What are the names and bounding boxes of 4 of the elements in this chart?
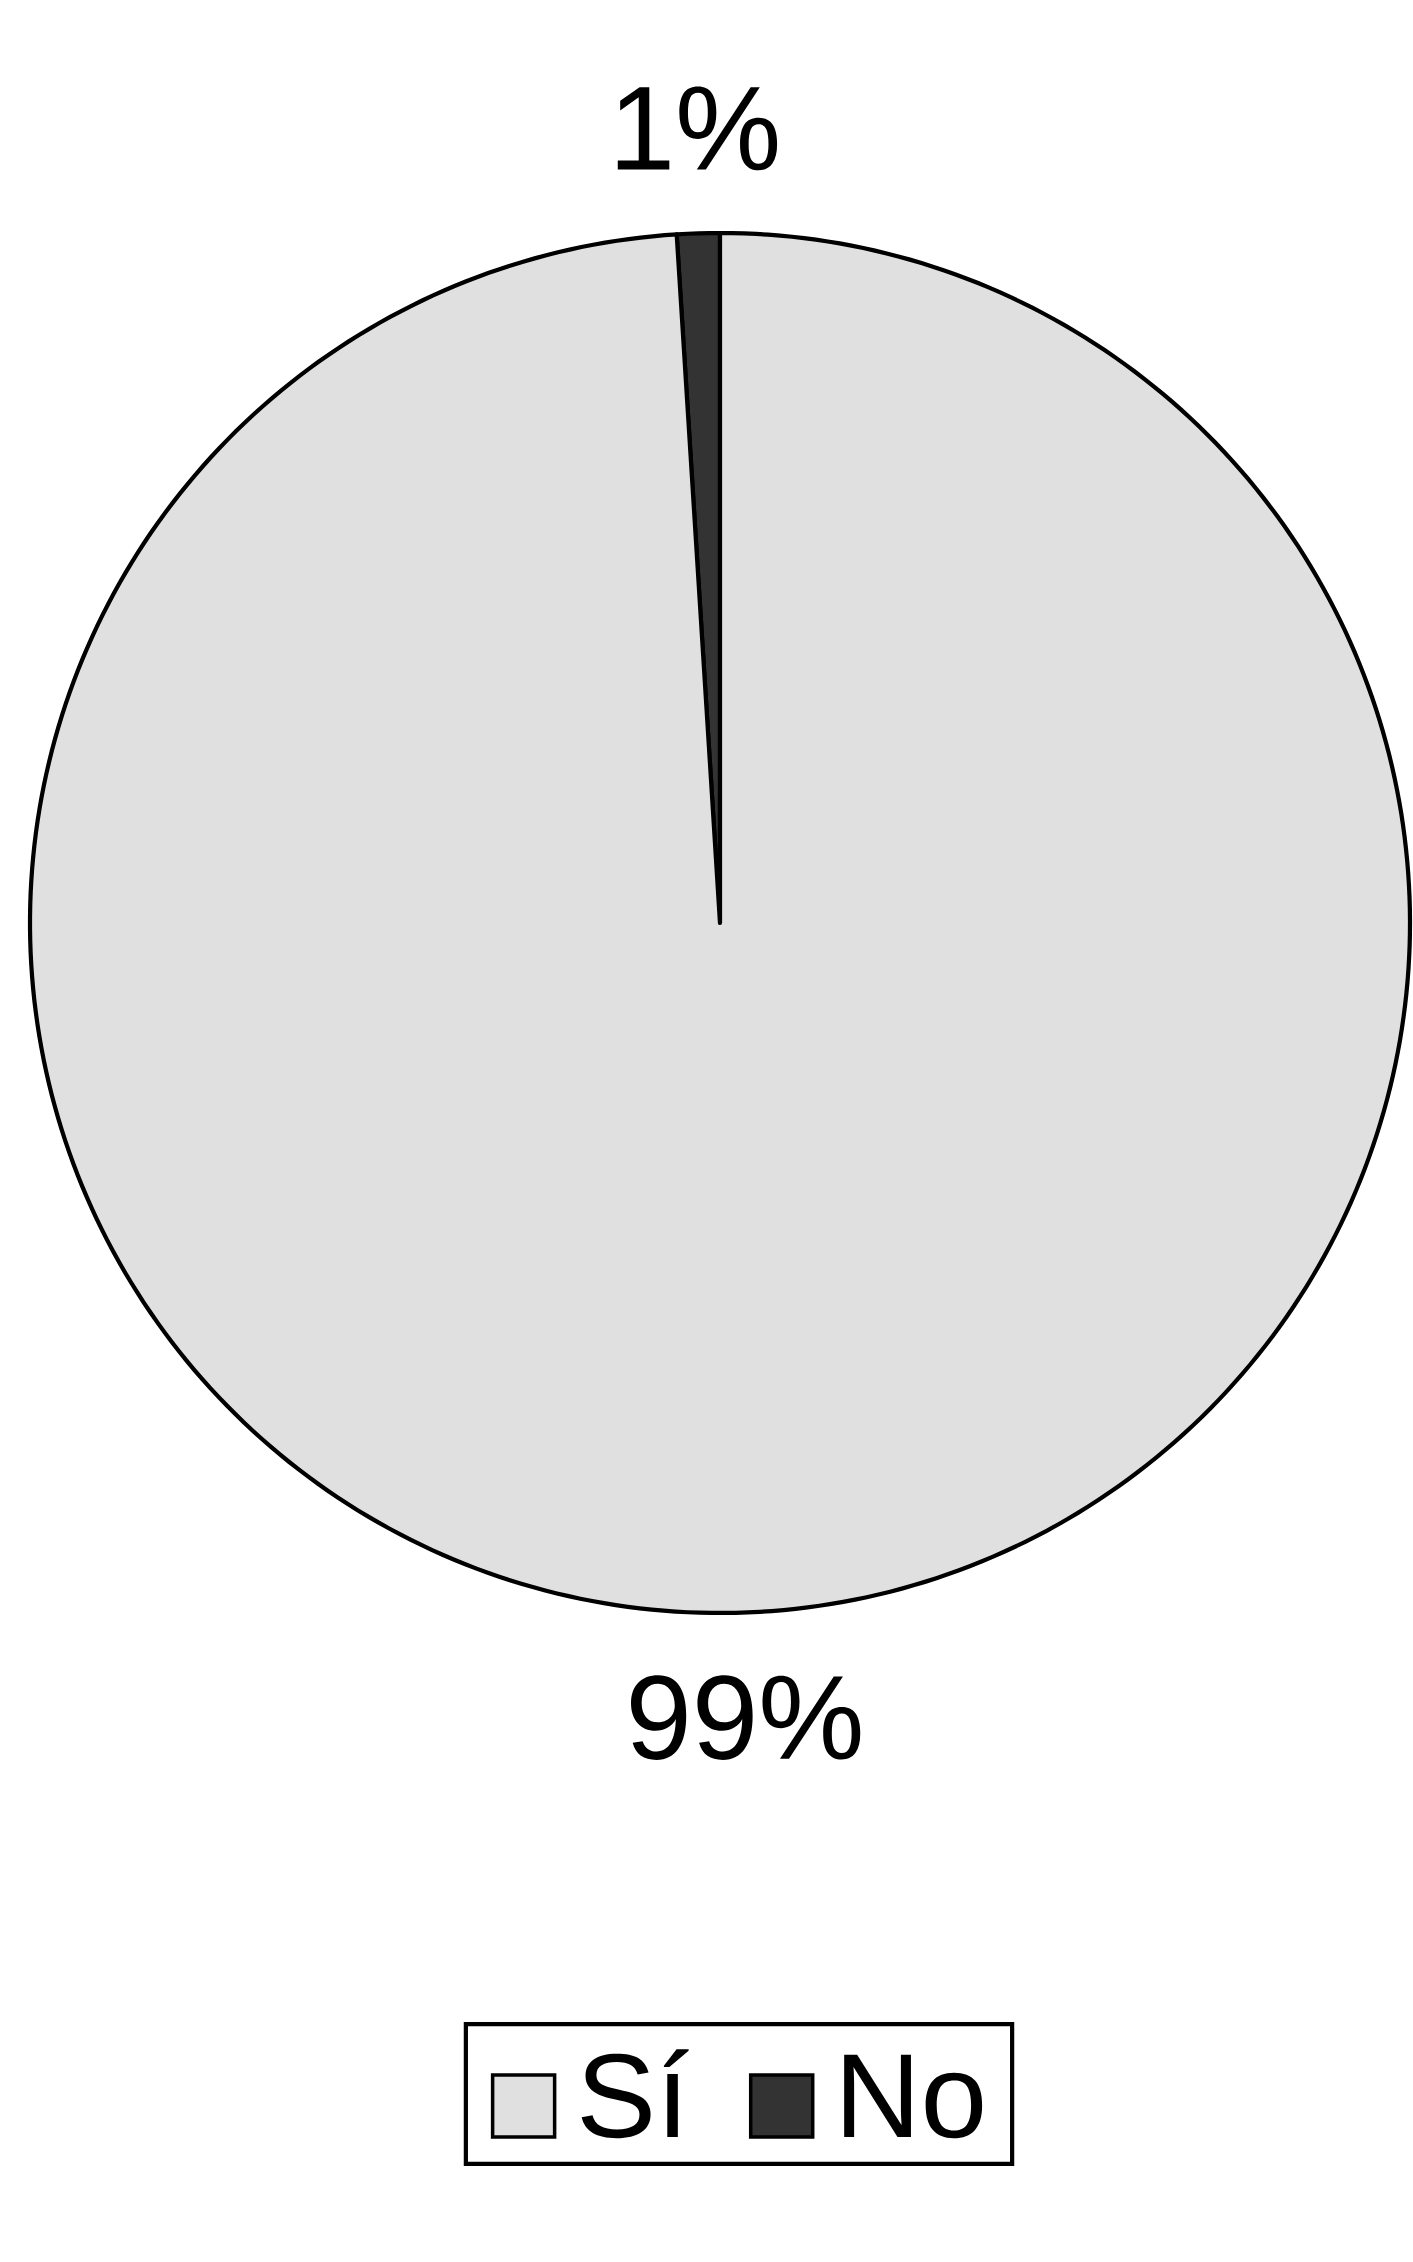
data-label: 99% (631, 1675, 861, 1760)
data-label: 1% (617, 86, 778, 171)
legend-label: Sí (581, 2049, 689, 2139)
legend-label: No (844, 2054, 983, 2139)
